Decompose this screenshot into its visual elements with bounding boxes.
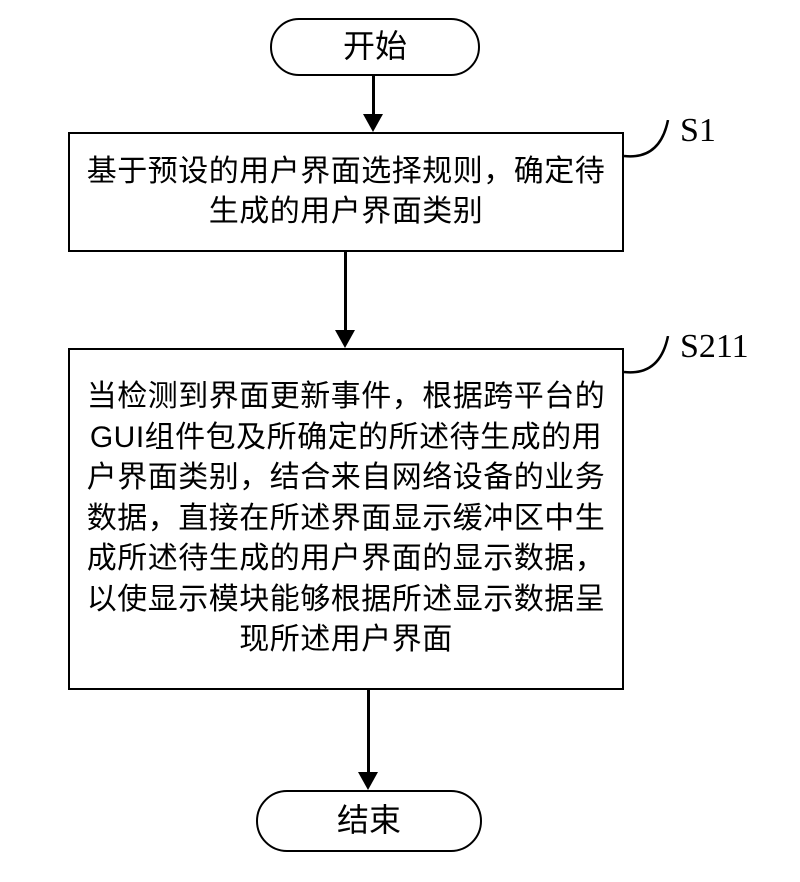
process-s211: 当检测到界面更新事件，根据跨平台的GUI组件包及所确定的所述待生成的用户界面类别… <box>68 348 624 690</box>
arrow-s1-s211 <box>344 252 347 332</box>
arrow-s211-end <box>367 690 370 774</box>
end-label: 结束 <box>337 799 401 842</box>
flowchart-canvas: 开始 基于预设的用户界面选择规则，确定待生成的用户界面类别 S1 当检测到界面更… <box>0 0 800 882</box>
end-terminator: 结束 <box>256 790 482 852</box>
arrow-start-s1 <box>372 76 375 116</box>
arrow-head-s211-end <box>358 772 378 790</box>
process-s1-text: 基于预设的用户界面选择规则，确定待生成的用户界面类别 <box>84 152 608 233</box>
arrow-head-start-s1 <box>363 114 383 132</box>
process-s1: 基于预设的用户界面选择规则，确定待生成的用户界面类别 <box>68 132 624 252</box>
label-s1: S1 <box>680 112 716 150</box>
start-terminator: 开始 <box>270 18 480 76</box>
connector-s1 <box>624 120 686 164</box>
start-label: 开始 <box>343 25 407 68</box>
connector-s211 <box>624 336 686 380</box>
label-s211: S211 <box>680 328 749 366</box>
arrow-head-s1-s211 <box>335 330 355 348</box>
process-s211-text: 当检测到界面更新事件，根据跨平台的GUI组件包及所确定的所述待生成的用户界面类别… <box>84 377 608 661</box>
